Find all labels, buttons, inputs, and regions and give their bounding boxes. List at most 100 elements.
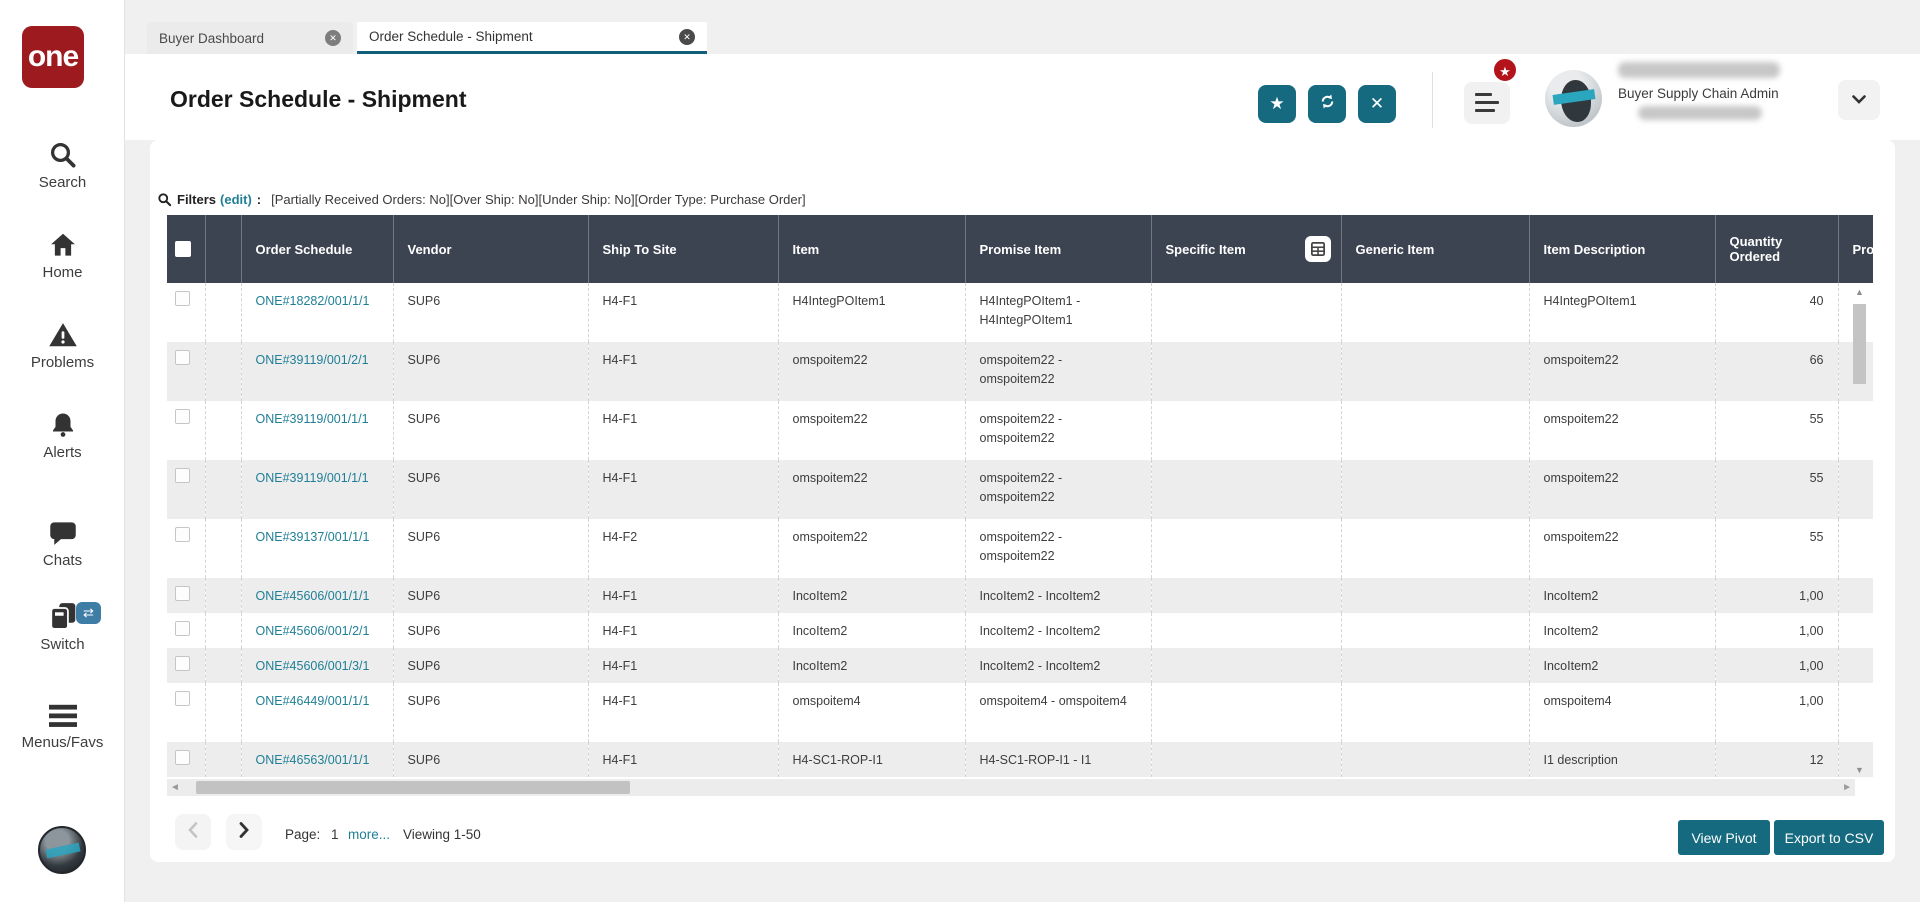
table-row[interactable]: ONE#46563/001/1/1 SUP6 H4-F1 H4-SC1-ROP-I1 H… <box>167 742 1873 777</box>
table-row[interactable]: ONE#45606/001/1/1 SUP6 H4-F1 IncoItem2 IncoI… <box>167 578 1873 613</box>
table-row[interactable]: ONE#39119/001/1/1 SUP6 H4-F1 omspoitem22 oms… <box>167 401 1873 460</box>
table-row[interactable]: ONE#45606/001/2/1 SUP6 H4-F1 IncoItem2 IncoI… <box>167 613 1873 648</box>
scroll-down-icon[interactable]: ▼ <box>1855 765 1864 775</box>
row-checkbox[interactable] <box>175 291 190 306</box>
row-checkbox[interactable] <box>175 656 190 671</box>
row-checkbox[interactable] <box>175 621 190 636</box>
favorite-button[interactable]: ★ <box>1258 85 1296 123</box>
user-role: Buyer Supply Chain Admin <box>1618 86 1779 101</box>
cell-specific-item <box>1151 401 1342 460</box>
table-row[interactable]: ONE#45606/001/3/1 SUP6 H4-F1 IncoItem2 IncoI… <box>167 648 1873 683</box>
search-icon <box>0 140 125 170</box>
page-number[interactable]: 1 <box>331 827 339 842</box>
sidebar-item-alerts[interactable]: Alerts <box>0 410 125 461</box>
swap-arrows-icon[interactable]: ⇄ <box>76 602 101 624</box>
select-all-checkbox[interactable] <box>175 241 191 257</box>
table-row[interactable]: ONE#39119/001/2/1 SUP6 H4-F1 omspoitem22 oms… <box>167 342 1873 401</box>
column-header-vendor[interactable]: Vendor <box>393 215 589 283</box>
column-header-item[interactable]: Item <box>778 215 966 283</box>
order-schedule-link[interactable]: ONE#39119/001/1/1 <box>255 412 369 426</box>
table-row[interactable]: ONE#39119/001/1/1 SUP6 H4-F1 omspoitem22 oms… <box>167 460 1873 519</box>
cell-quantity-ordered: 55 <box>1715 401 1839 460</box>
column-header-generic-item[interactable]: Generic Item <box>1341 215 1530 283</box>
cell-vendor: SUP6 <box>393 578 589 613</box>
favorites-menu-button[interactable] <box>1464 82 1510 124</box>
cell-item-description: IncoItem2 <box>1529 613 1716 648</box>
sidebar-item-label: Alerts <box>43 444 82 461</box>
row-checkbox[interactable] <box>175 691 190 706</box>
cell-generic-item <box>1341 401 1530 460</box>
order-schedule-link[interactable]: ONE#45606/001/1/1 <box>255 589 370 603</box>
column-header-ship-to-site[interactable]: Ship To Site <box>588 215 779 283</box>
cell-specific-item <box>1151 742 1342 777</box>
row-checkbox[interactable] <box>175 409 190 424</box>
close-icon[interactable]: ✕ <box>679 28 695 45</box>
order-schedule-link[interactable]: ONE#45606/001/3/1 <box>255 659 370 673</box>
order-schedule-link[interactable]: ONE#39137/001/1/1 <box>255 530 370 544</box>
column-header-label: Specific Item <box>1165 241 1246 257</box>
chat-bubble-icon <box>0 518 125 548</box>
scroll-left-icon[interactable]: ◄ <box>170 782 180 793</box>
one-logo[interactable]: one <box>22 26 84 88</box>
order-schedule-link[interactable]: ONE#39119/001/2/1 <box>255 353 369 367</box>
column-header-order-schedule[interactable]: Order Schedule <box>241 215 394 283</box>
column-header-pro[interactable]: Pro <box>1838 215 1873 283</box>
sidebar-item-problems[interactable]: Problems <box>0 320 125 371</box>
scroll-right-icon[interactable]: ► <box>1842 782 1852 793</box>
row-checkbox[interactable] <box>175 750 190 765</box>
column-header-item-description[interactable]: Item Description <box>1529 215 1716 283</box>
row-checkbox[interactable] <box>175 468 190 483</box>
sidebar-item-switch[interactable]: Switch <box>0 600 125 653</box>
column-header-quantity-ordered[interactable]: Quantity Ordered <box>1715 215 1839 283</box>
row-checkbox[interactable] <box>175 586 190 601</box>
cell-vendor: SUP6 <box>393 519 589 578</box>
cell-ship-to-site: H4-F1 <box>588 342 779 401</box>
vertical-scrollbar[interactable]: ▲ ▼ <box>1851 287 1868 775</box>
cell-ship-to-site: H4-F1 <box>588 578 779 613</box>
column-header-specific-item[interactable]: Specific Item <box>1151 215 1342 283</box>
cell-generic-item <box>1341 613 1530 648</box>
sidebar-item-chats[interactable]: Chats <box>0 518 125 569</box>
order-schedule-link[interactable]: ONE#39119/001/1/1 <box>255 471 369 485</box>
cell-promise-item: IncoItem2 - IncoItem2 <box>965 648 1152 683</box>
grid-table-icon[interactable] <box>1304 236 1331 262</box>
row-checkbox[interactable] <box>175 527 190 542</box>
table-row[interactable]: ONE#39137/001/1/1 SUP6 H4-F2 omspoitem22 oms… <box>167 519 1873 578</box>
sidebar-user-avatar[interactable] <box>38 826 86 874</box>
sidebar-item-home[interactable]: Home <box>0 230 125 281</box>
order-schedule-link[interactable]: ONE#46449/001/1/1 <box>255 694 370 708</box>
scroll-up-icon[interactable]: ▲ <box>1855 287 1864 297</box>
filters-edit-link[interactable]: (edit) <box>220 191 252 207</box>
tab-order-schedule-shipment[interactable]: Order Schedule - Shipment ✕ <box>357 22 707 54</box>
table-row[interactable]: ONE#46449/001/1/1 SUP6 H4-F1 omspoitem4 omsp… <box>167 683 1873 742</box>
close-view-button[interactable]: ✕ <box>1358 85 1396 123</box>
sidebar-item-label: Problems <box>30 354 95 371</box>
cell-promise-item: omspoitem22 - omspoitem22 <box>965 342 1152 401</box>
user-avatar[interactable] <box>1545 70 1602 127</box>
refresh-icon <box>1318 92 1337 116</box>
table-row[interactable]: ONE#18282/001/1/1 SUP6 H4-F1 H4IntegPOItem1… <box>167 283 1873 342</box>
sidebar-item-menus-favs[interactable]: Menus/Favs <box>0 702 125 751</box>
order-schedule-link[interactable]: ONE#45606/001/2/1 <box>255 624 370 638</box>
more-pages-link[interactable]: more... <box>348 827 391 842</box>
previous-page-button[interactable] <box>175 814 211 850</box>
column-header-promise-item[interactable]: Promise Item <box>965 215 1152 283</box>
sidebar-item-search[interactable]: Search <box>0 140 125 191</box>
cell-promise-item: omspoitem4 - omspoitem4 <box>965 683 1152 742</box>
user-menu-button[interactable] <box>1838 80 1880 120</box>
user-name-redacted <box>1618 62 1780 78</box>
next-page-button[interactable] <box>226 814 262 850</box>
vertical-scrollbar-thumb[interactable] <box>1853 304 1866 384</box>
horizontal-scrollbar[interactable]: ◄ ► <box>167 779 1855 796</box>
order-schedule-link[interactable]: ONE#46563/001/1/1 <box>255 753 370 767</box>
view-pivot-button[interactable]: View Pivot <box>1678 820 1770 855</box>
refresh-button[interactable] <box>1308 85 1346 123</box>
tab-buyer-dashboard[interactable]: Buyer Dashboard ✕ <box>147 22 353 54</box>
export-to-csv-button[interactable]: Export to CSV <box>1774 820 1884 855</box>
close-icon[interactable]: ✕ <box>325 30 341 46</box>
order-schedule-link[interactable]: ONE#18282/001/1/1 <box>255 294 370 308</box>
user-org-redacted <box>1638 106 1762 120</box>
row-checkbox[interactable] <box>175 350 190 365</box>
tab-label: Buyer Dashboard <box>159 30 265 46</box>
horizontal-scrollbar-thumb[interactable] <box>196 781 630 794</box>
